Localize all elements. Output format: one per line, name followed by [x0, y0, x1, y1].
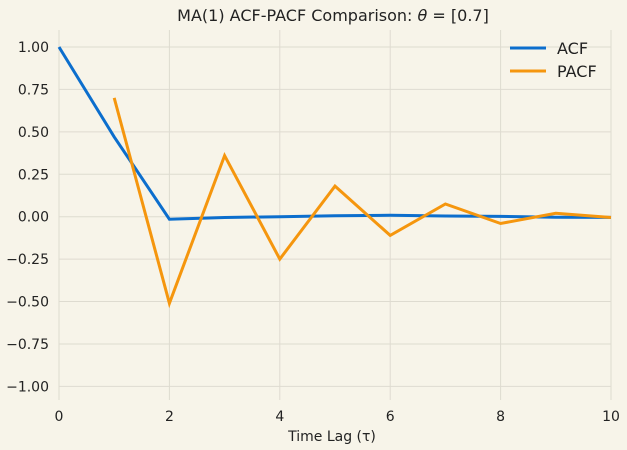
y-tick-label: 0.00	[18, 210, 49, 226]
x-tick-label: 2	[165, 409, 174, 425]
chart-title-symbol: θ	[418, 6, 428, 25]
chart-title: MA(1) ACF-PACF Comparison: θ = [0.7]	[177, 6, 489, 25]
x-tick-label: 0	[55, 409, 64, 425]
y-tick-label: −1.00	[6, 379, 49, 395]
legend-label-pacf: PACF	[557, 62, 597, 81]
y-tick-label: 0.50	[18, 125, 49, 141]
y-tick-label: 0.75	[18, 82, 49, 98]
y-tick-label: −0.50	[6, 295, 49, 311]
x-tick-label: 4	[275, 409, 284, 425]
series-line-pacf	[112, 97, 612, 309]
chart-title-suffix: = [0.7]	[427, 6, 489, 25]
x-axis-label: Time Lag (τ)	[287, 429, 376, 445]
y-tick-label: −0.25	[6, 252, 49, 268]
x-tick-label: 8	[496, 409, 505, 425]
y-tick-label: 0.25	[18, 167, 49, 183]
tick-labels: 1.00 0.75 0.50 0.25 0.00 −0.25 −0.50 −0.75 −1.00…	[6, 40, 620, 425]
x-tick-label: 10	[602, 409, 620, 425]
y-tick-label: −0.75	[6, 337, 49, 353]
series-line-acf	[57, 46, 612, 221]
x-tick-label: 6	[386, 409, 395, 425]
y-tick-label: 1.00	[18, 40, 49, 56]
plot-area	[57, 46, 612, 309]
legend: ACF PACF	[510, 39, 597, 81]
legend-label-acf: ACF	[557, 39, 588, 58]
chart-title-prefix: MA(1) ACF-PACF Comparison:	[177, 6, 417, 25]
